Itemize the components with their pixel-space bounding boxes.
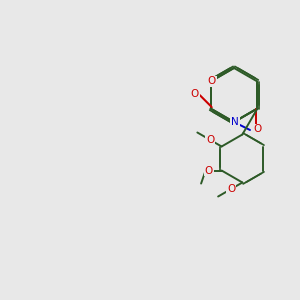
Text: O: O (253, 124, 262, 134)
Text: O: O (191, 89, 199, 99)
Text: O: O (206, 135, 214, 145)
Text: O: O (205, 166, 213, 176)
Text: N: N (231, 117, 239, 127)
Text: O: O (208, 76, 216, 86)
Text: O: O (227, 184, 235, 194)
